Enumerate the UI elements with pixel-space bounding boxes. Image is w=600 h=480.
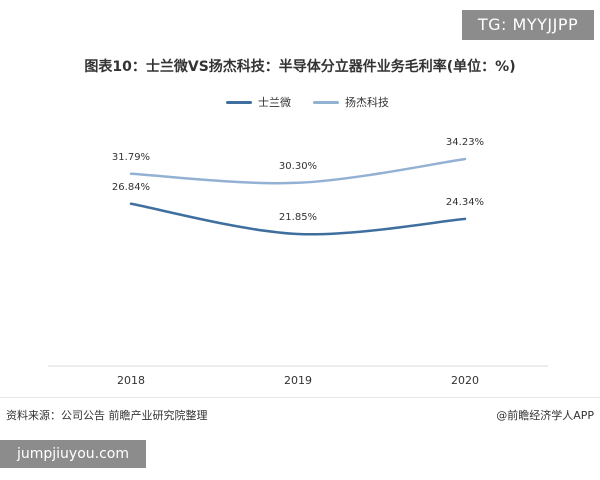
tg-badge: TG: MYYJJPP xyxy=(462,10,594,40)
legend-label-series-1: 士兰微 xyxy=(258,96,291,109)
site-badge: jumpjiuyou.com xyxy=(0,440,146,468)
data-label-series-2: 31.79% xyxy=(112,152,150,163)
data-label-series-1: 26.84% xyxy=(112,182,150,193)
x-tick-label: 2020 xyxy=(451,374,479,387)
data-label-series-2: 30.30% xyxy=(279,161,317,172)
source-note: 资料来源：公司公告 前瞻产业研究院整理 xyxy=(6,409,208,422)
data-labels: 26.84% 21.85% 24.34% 31.79% 30.30% 34.23% xyxy=(112,137,484,223)
data-label-series-2: 34.23% xyxy=(446,137,484,148)
footer-divider xyxy=(0,397,600,398)
data-label-series-1: 24.34% xyxy=(446,197,484,208)
x-tick-label: 2018 xyxy=(117,374,145,387)
legend-label-series-2: 扬杰科技 xyxy=(345,96,389,109)
credit-note: @前瞻经济学人APP xyxy=(496,409,594,422)
x-axis: 2018 2019 2020 xyxy=(48,365,548,387)
chart-legend: 士兰微 扬杰科技 xyxy=(226,94,411,110)
x-tick-label: 2019 xyxy=(284,374,312,387)
series-line-1 xyxy=(129,202,467,236)
legend-swatch-series-2 xyxy=(313,100,339,104)
series-layer xyxy=(129,157,467,236)
legend-swatch-series-1 xyxy=(226,100,252,104)
legend-item-series-2: 扬杰科技 xyxy=(313,94,389,110)
legend-item-series-1: 士兰微 xyxy=(226,94,291,110)
chart-title: 图表10：士兰微VS扬杰科技：半导体分立器件业务毛利率(单位：%) xyxy=(84,59,516,75)
line-chart: 2018 2019 2020 26.84% 21.85% 24.34% 31.79% 30.… xyxy=(48,137,548,387)
series-line-2 xyxy=(129,157,467,185)
data-label-series-1: 21.85% xyxy=(279,212,317,223)
